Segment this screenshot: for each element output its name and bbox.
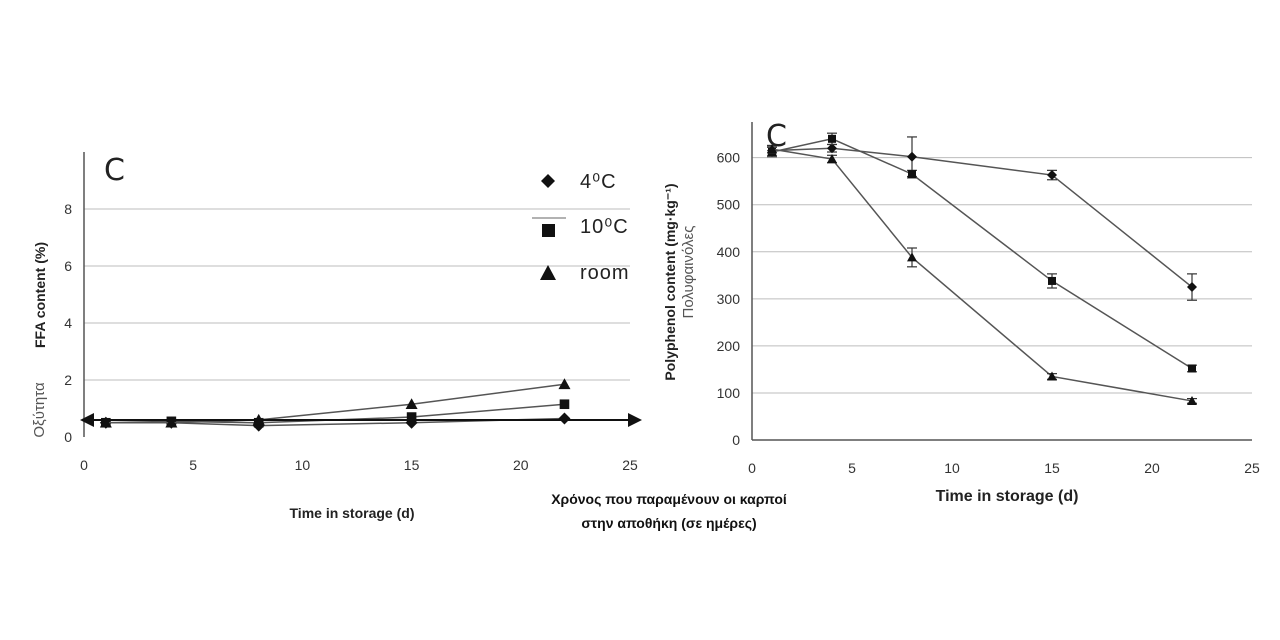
left-point-triangle bbox=[165, 416, 178, 428]
caption-line-2: στην αποθήκη (σε ημέρες) bbox=[581, 515, 756, 531]
right-point-triangle bbox=[1187, 395, 1197, 405]
left-x-tick-label: 5 bbox=[189, 457, 197, 473]
left-y-tick-label: 6 bbox=[64, 258, 72, 274]
left-point-triangle bbox=[99, 416, 112, 428]
left-point-diamond bbox=[558, 412, 571, 425]
right-x-tick-label: 15 bbox=[1044, 460, 1060, 476]
right-y-tick-label: 100 bbox=[717, 385, 741, 401]
left-y-axis-label: FFA content (%) bbox=[32, 242, 48, 348]
left-point-square bbox=[406, 412, 417, 422]
legend-marker-10c bbox=[542, 224, 555, 237]
left-point-triangle bbox=[558, 378, 571, 390]
right-point-triangle bbox=[1047, 371, 1057, 381]
right-gridlines bbox=[752, 157, 1252, 394]
right-point-triangle bbox=[827, 154, 837, 164]
right-point-diamond bbox=[1047, 170, 1057, 181]
right-y-axis-label: Polyphenol content (mg·kg⁻¹) bbox=[662, 183, 678, 380]
left-x-tick-label: 20 bbox=[513, 457, 529, 473]
left-y-tick-label: 8 bbox=[64, 201, 72, 217]
right-y-tick-label: 300 bbox=[717, 291, 741, 307]
left-series bbox=[99, 378, 571, 432]
left-x-tick-label: 10 bbox=[295, 457, 311, 473]
left-x-tick-label: 25 bbox=[622, 457, 638, 473]
right-chart-panel: 0 100 200 300 400 500 600 0 5 10 15 20 25 C Polyphe… bbox=[662, 119, 1260, 505]
legend-label-4c: 4⁰C bbox=[580, 171, 617, 193]
right-x-tick-label: 10 bbox=[944, 460, 960, 476]
right-point-diamond bbox=[907, 151, 917, 162]
right-y-tick-label: 0 bbox=[732, 432, 740, 448]
left-y-tick-label: 2 bbox=[64, 372, 72, 388]
right-side-note: Πολυφαινόλες bbox=[680, 226, 697, 319]
right-y-tick-label: 200 bbox=[717, 338, 741, 354]
right-x-tick-labels: 0 5 10 15 20 25 bbox=[748, 460, 1260, 476]
right-x-tick-label: 0 bbox=[748, 460, 756, 476]
right-series-line-triangle bbox=[771, 148, 1193, 402]
left-legend: 4⁰C 10⁰C room bbox=[532, 171, 630, 284]
left-x-tick-labels: 0 5 10 15 20 25 bbox=[80, 457, 638, 473]
left-side-note: Οξύτητα bbox=[31, 382, 48, 438]
right-point-diamond bbox=[827, 143, 837, 154]
right-series bbox=[767, 132, 1197, 405]
right-point-square bbox=[908, 170, 916, 179]
right-x-tick-label: 25 bbox=[1244, 460, 1260, 476]
right-point-triangle bbox=[907, 252, 917, 262]
right-x-axis-label: Time in storage (d) bbox=[936, 488, 1079, 505]
left-panel-letter: C bbox=[104, 153, 125, 188]
right-x-tick-label: 20 bbox=[1144, 460, 1160, 476]
left-x-tick-label: 0 bbox=[80, 457, 88, 473]
right-point-square bbox=[828, 134, 836, 143]
right-y-tick-label: 500 bbox=[717, 197, 741, 213]
left-gridlines bbox=[84, 208, 630, 381]
right-point-triangle bbox=[767, 144, 777, 154]
right-point-diamond bbox=[1187, 282, 1197, 293]
right-panel-letter: C bbox=[766, 119, 787, 154]
legend-marker-4c bbox=[541, 174, 555, 188]
left-y-tick-labels: 0 2 4 6 8 bbox=[64, 201, 72, 445]
left-y-tick-label: 4 bbox=[64, 315, 72, 331]
left-y-tick-label: 0 bbox=[64, 429, 72, 445]
left-x-tick-label: 15 bbox=[404, 457, 420, 473]
legend-marker-room bbox=[540, 265, 556, 280]
left-point-triangle bbox=[405, 398, 418, 410]
right-y-tick-labels: 0 100 200 300 400 500 600 bbox=[717, 150, 741, 448]
right-y-tick-label: 600 bbox=[717, 150, 741, 166]
legend-label-10c: 10⁰C bbox=[580, 216, 629, 238]
left-x-axis-label: Time in storage (d) bbox=[290, 505, 415, 521]
legend-label-room: room bbox=[580, 262, 630, 284]
right-series-line-diamond bbox=[771, 147, 1193, 288]
caption-line-1: Χρόνος που παραμένουν οι καρποί bbox=[551, 491, 787, 507]
right-point-square bbox=[1048, 276, 1056, 285]
left-chart-panel: 0 2 4 6 8 0 5 10 15 20 25 C 4⁰C 10⁰C room FFA con… bbox=[31, 152, 642, 521]
right-series-line-square bbox=[771, 138, 1193, 370]
left-double-arrow bbox=[80, 413, 642, 427]
right-point-square bbox=[1188, 364, 1196, 373]
right-x-tick-label: 5 bbox=[848, 460, 856, 476]
right-y-tick-label: 400 bbox=[717, 244, 741, 260]
left-point-square bbox=[559, 399, 570, 410]
